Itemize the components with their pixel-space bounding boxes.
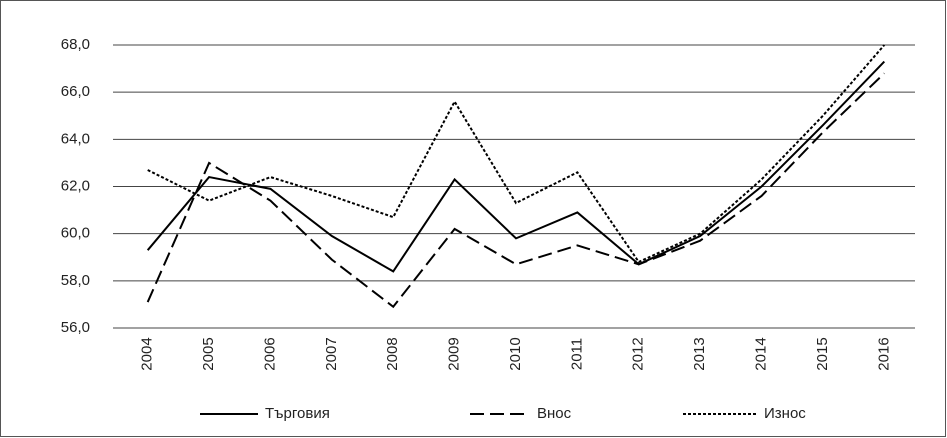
x-tick-label: 2013 — [691, 337, 708, 370]
x-tick-label: 2014 — [753, 337, 770, 370]
series-line — [146, 72, 886, 309]
x-tick-label: 2006 — [261, 337, 278, 370]
y-tick-label: 60,0 — [61, 225, 90, 242]
x-tick-label: 2004 — [139, 337, 156, 370]
legend-label: Внос — [537, 405, 572, 422]
x-tick-label: 2007 — [323, 337, 340, 370]
x-tick-label: 2015 — [814, 337, 831, 370]
x-tick-label: 2011 — [568, 338, 585, 370]
x-tick-label: 2010 — [507, 337, 524, 370]
series-line — [147, 44, 886, 264]
y-tick-label: 68,0 — [61, 36, 90, 53]
x-tick-label: 2005 — [200, 337, 217, 370]
x-tick-label: 2009 — [446, 337, 463, 370]
legend-label: Износ — [764, 405, 806, 422]
series-line — [146, 60, 886, 273]
y-tick-label: 66,0 — [61, 83, 90, 100]
y-tick-label: 62,0 — [61, 177, 90, 194]
y-tick-label: 56,0 — [61, 319, 90, 336]
y-tick-label: 58,0 — [61, 272, 90, 289]
y-tick-label: 64,0 — [61, 130, 90, 147]
x-tick-label: 2016 — [875, 337, 892, 370]
x-tick-label: 2012 — [630, 337, 647, 370]
x-tick-label: 2008 — [384, 337, 401, 370]
legend-label: Търговия — [265, 405, 330, 422]
